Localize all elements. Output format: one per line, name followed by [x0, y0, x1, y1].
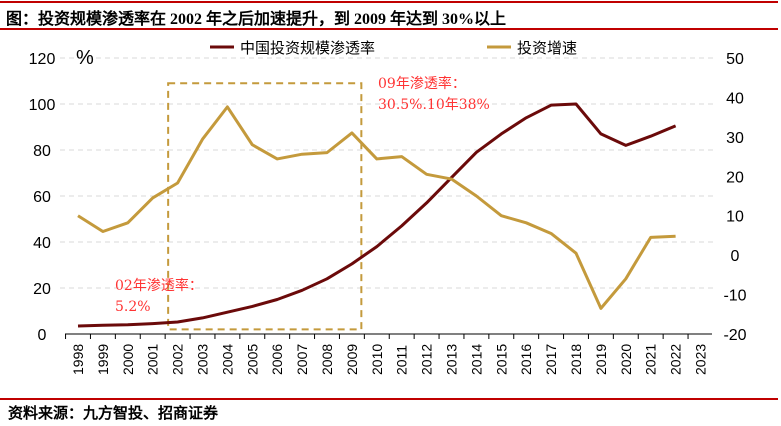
x-tick-label: 2023 — [693, 344, 709, 375]
left-tick-label: 80 — [33, 143, 51, 160]
right-tick-label: 50 — [726, 51, 744, 68]
x-tick-label: 2011 — [394, 345, 410, 375]
legend-label: 中国投资规模渗透率 — [240, 39, 375, 57]
x-tick-label: 2018 — [568, 344, 584, 375]
source-note: 资料来源：九方智投、招商证券 — [8, 406, 219, 422]
x-tick-label: 2022 — [668, 344, 684, 375]
left-tick-label: 60 — [33, 189, 51, 206]
x-tick-label: 1998 — [70, 344, 86, 375]
figure-title: 图：投资规模渗透率在 2002 年之后加速提升，到 2009 年达到 30%以上 — [6, 11, 507, 28]
right-tick-label: 30 — [726, 130, 744, 147]
x-tick-label: 2016 — [518, 344, 534, 375]
legend-label: 投资增速 — [517, 39, 577, 57]
right-tick-label: -20 — [723, 327, 746, 344]
source-rule — [0, 398, 778, 400]
x-tick-label: 2001 — [145, 344, 161, 375]
x-tick-label: 2003 — [195, 344, 211, 375]
top-rule — [0, 1, 778, 3]
x-tick-label: 2004 — [219, 344, 235, 375]
x-tick-label: 2002 — [170, 344, 186, 375]
x-tick-label: 2017 — [543, 344, 559, 375]
x-tick-label: 2006 — [269, 344, 285, 375]
right-tick-label: 0 — [731, 248, 740, 265]
x-tick-label: 2012 — [419, 344, 435, 375]
x-tick-label: 2021 — [643, 344, 659, 375]
annotation-line2: 30.5%.10年38% — [378, 97, 490, 113]
highlight-box — [167, 82, 363, 331]
x-tick-label: 2014 — [468, 344, 484, 375]
title-rule — [0, 28, 778, 30]
x-tick-label: 2000 — [120, 344, 136, 375]
left-tick-label: 0 — [38, 327, 47, 344]
x-tick-label: 2008 — [319, 344, 335, 375]
left-tick-label: 20 — [33, 281, 51, 298]
left-tick-label: 100 — [29, 97, 56, 114]
annotation-line1: 09年渗透率： — [378, 75, 466, 92]
right-tick-label: -10 — [723, 288, 746, 305]
annotation-line1: 02年渗透率： — [115, 277, 203, 294]
x-tick-label: 2009 — [344, 344, 360, 375]
left-tick-label: 40 — [33, 235, 51, 252]
x-tick-label: 2020 — [618, 344, 634, 375]
x-tick-label: 2015 — [493, 344, 509, 375]
x-tick-label: 1999 — [95, 344, 111, 375]
right-tick-label: 10 — [726, 209, 744, 226]
left-axis-unit: % — [76, 47, 94, 69]
right-tick-label: 40 — [726, 90, 744, 107]
x-tick-label: 2013 — [444, 344, 460, 375]
left-tick-label: 120 — [29, 51, 56, 68]
x-tick-label: 2007 — [294, 344, 310, 375]
x-tick-label: 2005 — [244, 344, 260, 375]
annotation-line2: 5.2% — [115, 299, 151, 315]
x-tick-label: 2019 — [593, 344, 609, 375]
chart-svg: 0 20 40 60 80 100 120 -20 -10 0 10 20 30 40 50% 1998 199… — [29, 39, 747, 375]
right-tick-label: 20 — [726, 169, 744, 186]
x-tick-label: 2010 — [369, 344, 385, 375]
